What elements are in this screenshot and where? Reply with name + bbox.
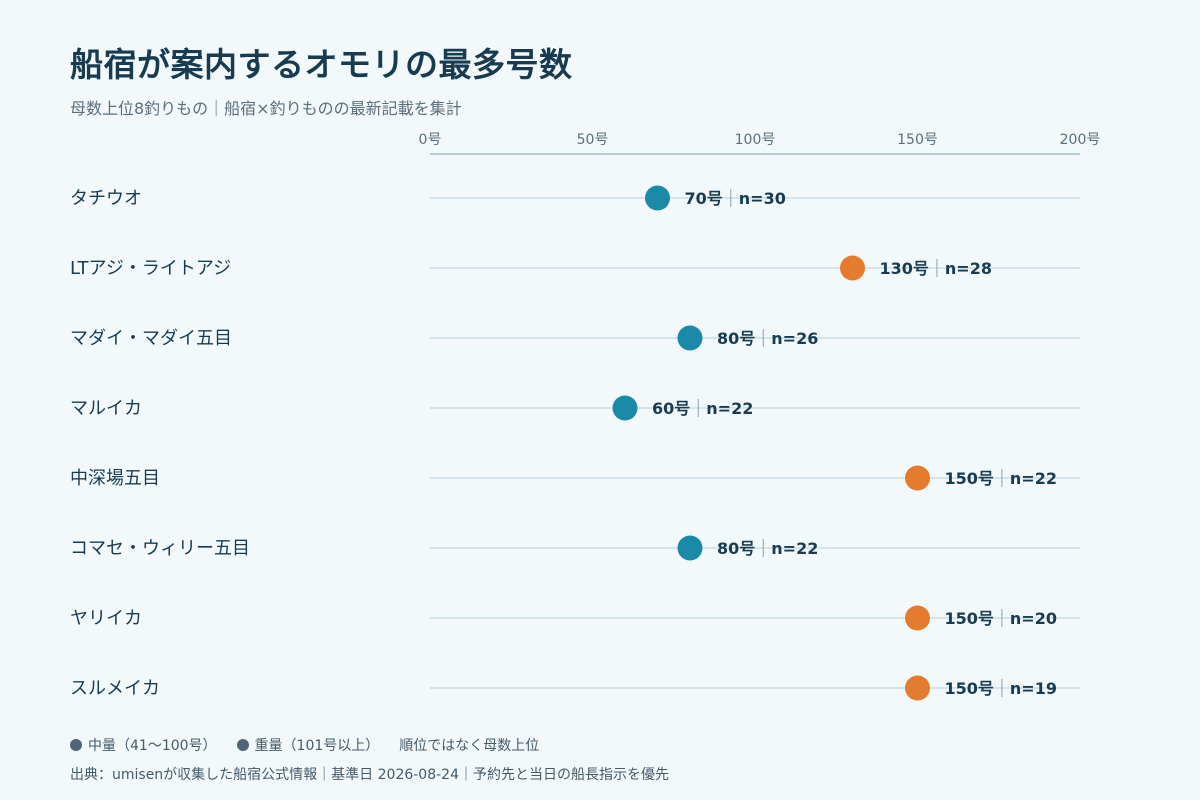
legend-note: 順位ではなく母数上位 [399, 738, 540, 754]
sample-size-label: n=26 [771, 329, 818, 348]
legend-label-medium: 中量（41〜100号） [88, 738, 217, 754]
sample-size-label: n=20 [1010, 609, 1057, 628]
data-point [840, 255, 865, 281]
chart-title: 船宿が案内するオモリの最多号数 [70, 45, 573, 84]
value-label: 150号 [945, 679, 994, 698]
data-point [645, 185, 670, 211]
source-note: 出典：umisenが収集した船宿公式情報｜基準日 2026-08-24｜予約先と… [70, 767, 669, 783]
category-label: LTアジ・ライトアジ [70, 258, 231, 279]
category-label: ヤリイカ [70, 608, 142, 629]
data-point [905, 605, 930, 631]
x-tick-label: 50号 [577, 132, 609, 148]
category-label: マルイカ [70, 398, 142, 419]
value-label: 150号 [945, 609, 994, 628]
value-label: 70号 [685, 189, 723, 208]
sample-size-label: n=22 [1010, 469, 1057, 488]
sample-size-label: n=28 [945, 259, 992, 278]
x-tick-label: 150号 [897, 132, 938, 148]
value-label: 130号 [880, 259, 929, 278]
category-label: 中深場五目 [70, 468, 160, 489]
chart-subtitle: 母数上位8釣りもの｜船宿×釣りものの最新記載を集計 [70, 99, 462, 118]
value-label: 150号 [945, 469, 994, 488]
x-tick-label: 0号 [419, 132, 442, 148]
legend-item-heavy: 重量（101号以上） [236, 735, 380, 755]
legend-dot-medium-icon [70, 739, 82, 751]
legend-dot-heavy-icon [236, 739, 249, 751]
legend: 中量（41〜100号） 重量（101号以上） 順位ではなく母数上位 [70, 735, 539, 755]
value-label: 80号 [717, 539, 755, 558]
legend-item-medium: 中量（41〜100号） [70, 735, 217, 755]
category-label: スルメイカ [70, 678, 160, 699]
value-label: 60号 [652, 399, 690, 418]
data-point [677, 325, 703, 351]
data-point [612, 395, 638, 421]
category-label: コマセ・ウィリー五目 [70, 538, 250, 559]
sample-size-label: n=30 [739, 189, 786, 208]
category-label: マダイ・マダイ五目 [70, 328, 232, 349]
category-label: タチウオ [70, 188, 142, 209]
sample-size-label: n=22 [706, 399, 753, 418]
data-point [905, 675, 930, 701]
x-tick-label: 200号 [1060, 132, 1101, 148]
data-point [905, 465, 930, 491]
sample-size-label: n=22 [771, 539, 818, 558]
sample-size-label: n=19 [1010, 679, 1057, 698]
legend-label-heavy: 重量（101号以上） [254, 738, 380, 754]
x-tick-label: 100号 [735, 132, 776, 148]
data-point [677, 535, 703, 561]
value-label: 80号 [717, 329, 755, 348]
